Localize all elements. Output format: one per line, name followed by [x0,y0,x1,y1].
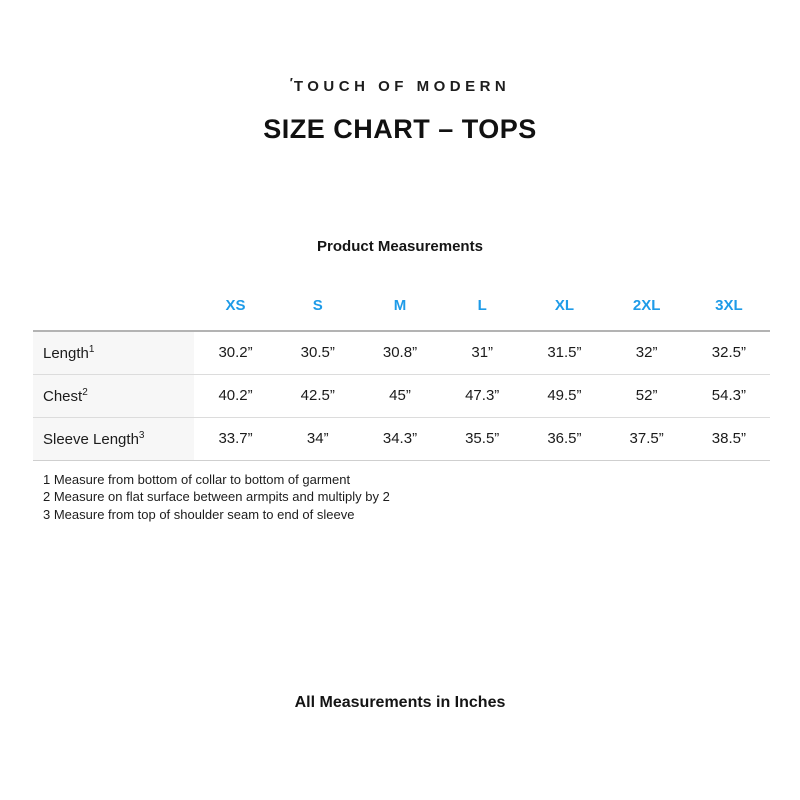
size-chart-table: XS S M L XL 2XL 3XL Length1 30.2” 30.5” … [33,281,770,461]
row-label-length: Length1 [33,330,195,374]
cell-chest-m: 45” [358,373,442,417]
footnote-marker: 2 [82,386,88,398]
table-row-sleeve-length: Sleeve Length3 33.7” 34” 34.3” 35.5” 36.… [33,416,770,461]
cell-chest-s: 42.5” [276,373,359,417]
col-header-xs: XS [225,297,246,314]
cell-sleeve-3xl: 38.5” [687,416,770,461]
table-row-chest: Chest2 40.2” 42.5” 45” 47.3” 49.5” 52” 5… [33,373,770,417]
size-header-row: XS S M L XL 2XL 3XL [33,281,770,331]
cell-sleeve-xs: 33.7” [194,416,277,461]
footnote-marker: 3 [138,429,145,441]
row-label-chest: Chest2 [33,373,195,417]
footnote-2: 2 Measure on flat surface between armpit… [43,489,390,504]
units-note: All Measurements in Inches [294,694,506,711]
brand-logo-mark: ′ [289,75,294,90]
cell-length-s: 30.5” [276,330,359,374]
table-caption: Product Measurements [317,238,483,255]
cell-chest-3xl: 54.3” [687,373,770,417]
cell-chest-xl: 49.5” [523,373,606,417]
col-header-3xl: 3XL [715,297,743,314]
cell-sleeve-xl: 36.5” [523,416,606,461]
cell-length-xl: 31.5” [523,330,606,374]
col-header-l: L [477,297,487,314]
cell-length-3xl: 32.5” [687,330,770,374]
cell-length-m: 30.8” [358,330,442,374]
cell-chest-xs: 40.2” [194,373,277,417]
footnote-marker: 1 [88,343,95,355]
cell-sleeve-2xl: 37.5” [605,416,688,461]
footnote-1: 1 Measure from bottom of collar to botto… [43,471,351,487]
cell-sleeve-s: 34” [276,416,359,461]
corner-cell [33,281,194,331]
footnotes: 1 Measure from bottom of collar to botto… [43,471,800,524]
table-row-length: Length1 30.2” 30.5” 30.8” 31” 31.5” 32” … [33,330,770,374]
cell-sleeve-m: 34.3” [358,416,442,461]
row-label-sleeve-length: Sleeve Length3 [33,416,195,461]
cell-length-2xl: 32” [605,330,688,374]
cell-length-l: 31” [441,330,524,374]
brand-logo-text: TOUCH OF MODERN [293,78,511,95]
col-header-2xl: 2XL [632,297,661,314]
col-header-xl: XL [554,297,574,314]
brand-logo: ′TOUCH OF MODERN [0,0,800,97]
cell-sleeve-l: 35.5” [441,416,524,461]
col-header-s: S [312,297,323,314]
footnote-3: 3 Measure from top of shoulder seam to e… [43,506,355,522]
page-title: SIZE CHART – TOPS [263,114,537,144]
cell-chest-2xl: 52” [605,373,688,417]
cell-chest-l: 47.3” [441,373,524,417]
col-header-m: M [393,297,407,314]
cell-length-xs: 30.2” [194,330,277,374]
